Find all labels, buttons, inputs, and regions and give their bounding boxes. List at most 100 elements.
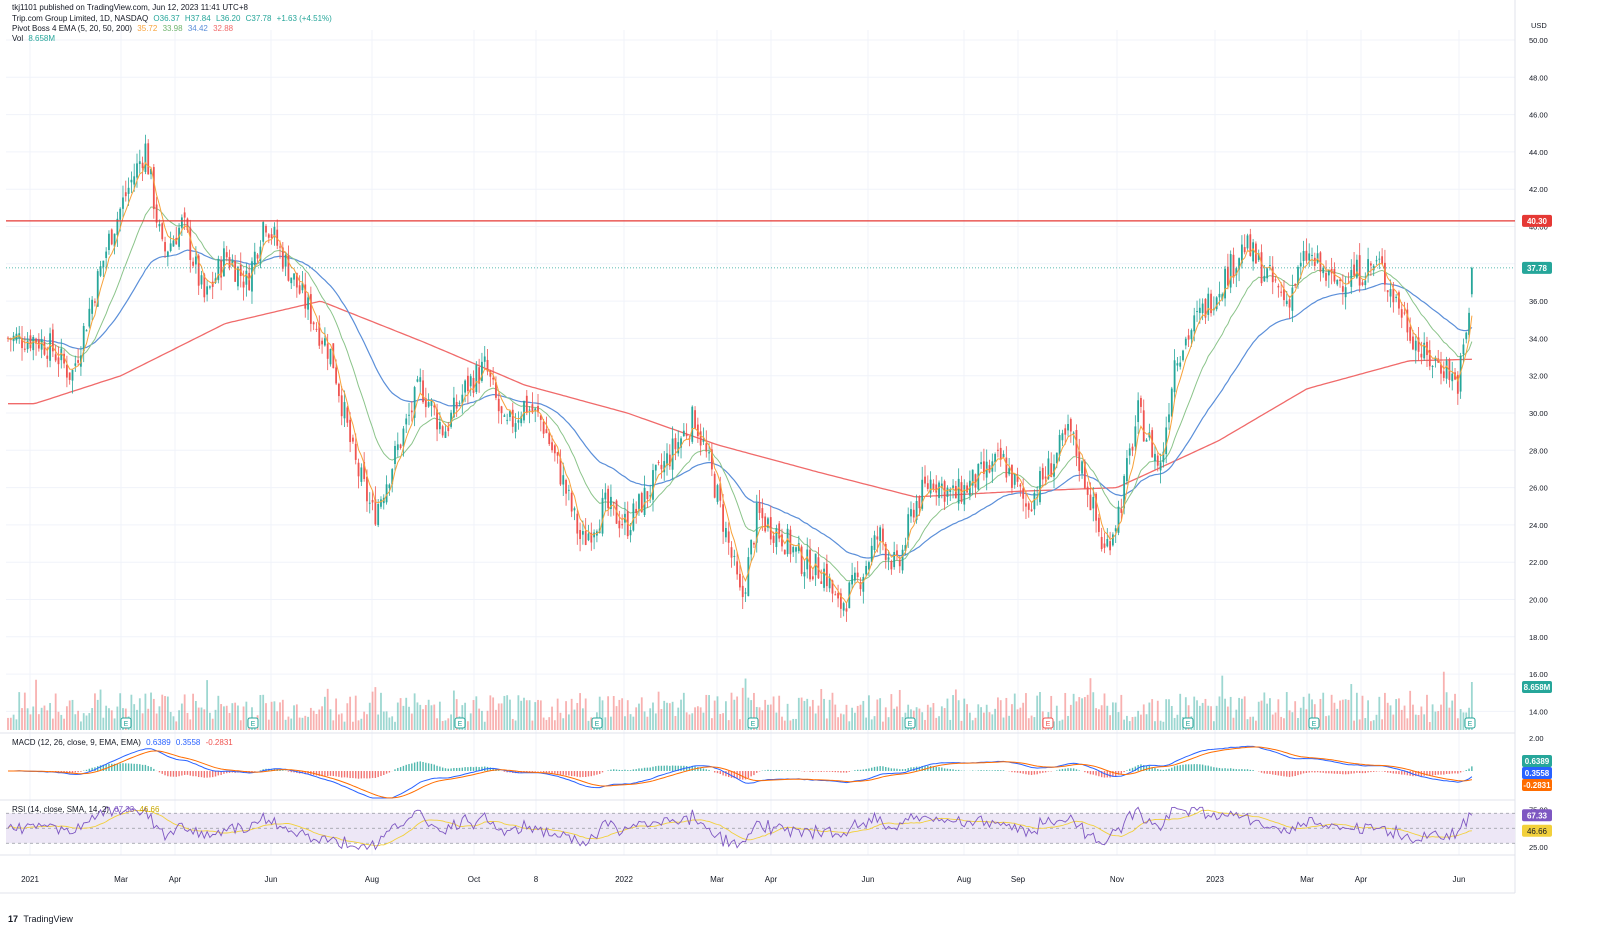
candle-body — [1364, 280, 1367, 286]
macd-histogram-bar — [1364, 771, 1366, 774]
macd-histogram-bar — [226, 771, 228, 774]
volume-bar — [764, 699, 767, 730]
ema-title[interactable]: Pivot Boss 4 EMA (5, 20, 50, 200) — [12, 24, 133, 33]
volume-bar — [1134, 716, 1137, 730]
candle-body — [1319, 252, 1322, 272]
candle-body — [26, 340, 29, 350]
time-axis-tick: Apr — [1355, 875, 1368, 884]
candle — [122, 185, 124, 218]
volume-bar — [1327, 715, 1330, 730]
candle-body — [1249, 234, 1252, 256]
rsi-title[interactable]: RSI (14, close, SMA, 14, 2) — [12, 805, 109, 814]
candle — [677, 430, 680, 457]
macd-histogram-bar — [352, 771, 354, 779]
volume-bar — [430, 705, 433, 730]
macd-histogram-bar — [1392, 771, 1395, 774]
macd-histogram-bar — [865, 768, 867, 771]
volume-bar — [1294, 701, 1297, 730]
candle — [497, 392, 500, 424]
volume-bar — [713, 700, 716, 730]
candle — [1274, 275, 1277, 283]
macd-histogram-bar — [441, 767, 444, 771]
candle-body — [663, 461, 666, 473]
candle-body — [584, 530, 587, 545]
volume-bar — [1215, 705, 1218, 730]
macd-histogram-bar — [584, 771, 587, 778]
candle-body — [1097, 517, 1100, 533]
volume-bar — [307, 716, 309, 730]
volume-bar — [966, 704, 968, 730]
rsi-ma-badge-text: 46.66 — [1527, 827, 1548, 836]
macd-histogram-bar — [627, 770, 629, 771]
candle-body — [309, 294, 312, 324]
macd-histogram-bar — [632, 769, 635, 771]
volume-bar — [1016, 709, 1019, 730]
candle-body — [57, 357, 60, 365]
macd-histogram-bar — [242, 771, 245, 773]
volume-bar — [85, 715, 88, 730]
volume-bar — [82, 713, 85, 730]
candle-body — [340, 395, 343, 417]
candle — [54, 344, 57, 363]
price-axis-tick: 20.00 — [1529, 596, 1548, 605]
candle — [150, 168, 152, 180]
macd-histogram-bar — [175, 771, 177, 777]
volume-bar — [1291, 712, 1294, 730]
volume-bar — [607, 696, 610, 730]
macd-title[interactable]: MACD (12, 26, close, 9, EMA, EMA) — [12, 738, 141, 747]
candle — [912, 503, 915, 523]
candle-body — [511, 409, 514, 427]
volume-bar — [94, 693, 96, 730]
macd-histogram-bar — [610, 769, 612, 771]
macd-histogram-bar — [366, 771, 368, 779]
volume-bar — [360, 718, 363, 730]
volume-bar — [329, 709, 332, 730]
candle — [1409, 317, 1412, 344]
symbol-name[interactable]: Trip.com Group Limited, 1D, NASDAQ — [12, 14, 149, 23]
macd-legend: MACD (12, 26, close, 9, EMA, EMA) 0.6389… — [12, 738, 236, 748]
candle — [1431, 365, 1434, 379]
candle-body — [1280, 291, 1283, 293]
candle-body — [1384, 262, 1386, 285]
volume-bar — [862, 700, 865, 730]
vol-title[interactable]: Vol — [12, 34, 24, 43]
macd-histogram-bar — [817, 771, 820, 772]
macd-histogram-bar — [725, 771, 727, 777]
candle-body — [329, 348, 332, 365]
volume-bar — [523, 697, 525, 730]
candle — [71, 368, 74, 394]
candle-body — [548, 432, 551, 445]
macd-histogram-bar — [416, 761, 419, 771]
candle — [859, 577, 862, 596]
volume-bar — [1030, 715, 1033, 730]
candle — [1013, 473, 1016, 489]
macd-histogram-bar — [203, 771, 206, 778]
macd-histogram-bar — [988, 770, 991, 771]
candle-body — [1008, 468, 1011, 475]
candle-body — [467, 375, 469, 392]
volume-bar — [842, 714, 845, 730]
macd-histogram-bar — [430, 763, 433, 771]
candle — [1271, 256, 1274, 295]
candle — [144, 134, 147, 175]
volume-bar — [175, 721, 178, 730]
candle — [315, 322, 318, 332]
candle — [1339, 277, 1341, 288]
candle — [1002, 450, 1005, 458]
macd-histogram-bar — [842, 771, 845, 773]
ema200-value: 32.88 — [213, 24, 234, 33]
candle — [419, 368, 422, 394]
candle-body — [1154, 453, 1156, 462]
macd-histogram-bar — [1002, 770, 1005, 771]
macd-histogram-bar — [764, 770, 766, 771]
candle-body — [668, 454, 671, 467]
tradingview-footer[interactable]: 17 TradingView — [8, 914, 73, 924]
candle-body — [1131, 446, 1134, 451]
candle — [1252, 238, 1255, 271]
candle-body — [685, 434, 688, 437]
candle-body — [1081, 461, 1083, 474]
macd-histogram-bar — [1308, 771, 1310, 773]
volume-bar — [696, 706, 699, 730]
ema5-line — [7, 161, 1473, 605]
